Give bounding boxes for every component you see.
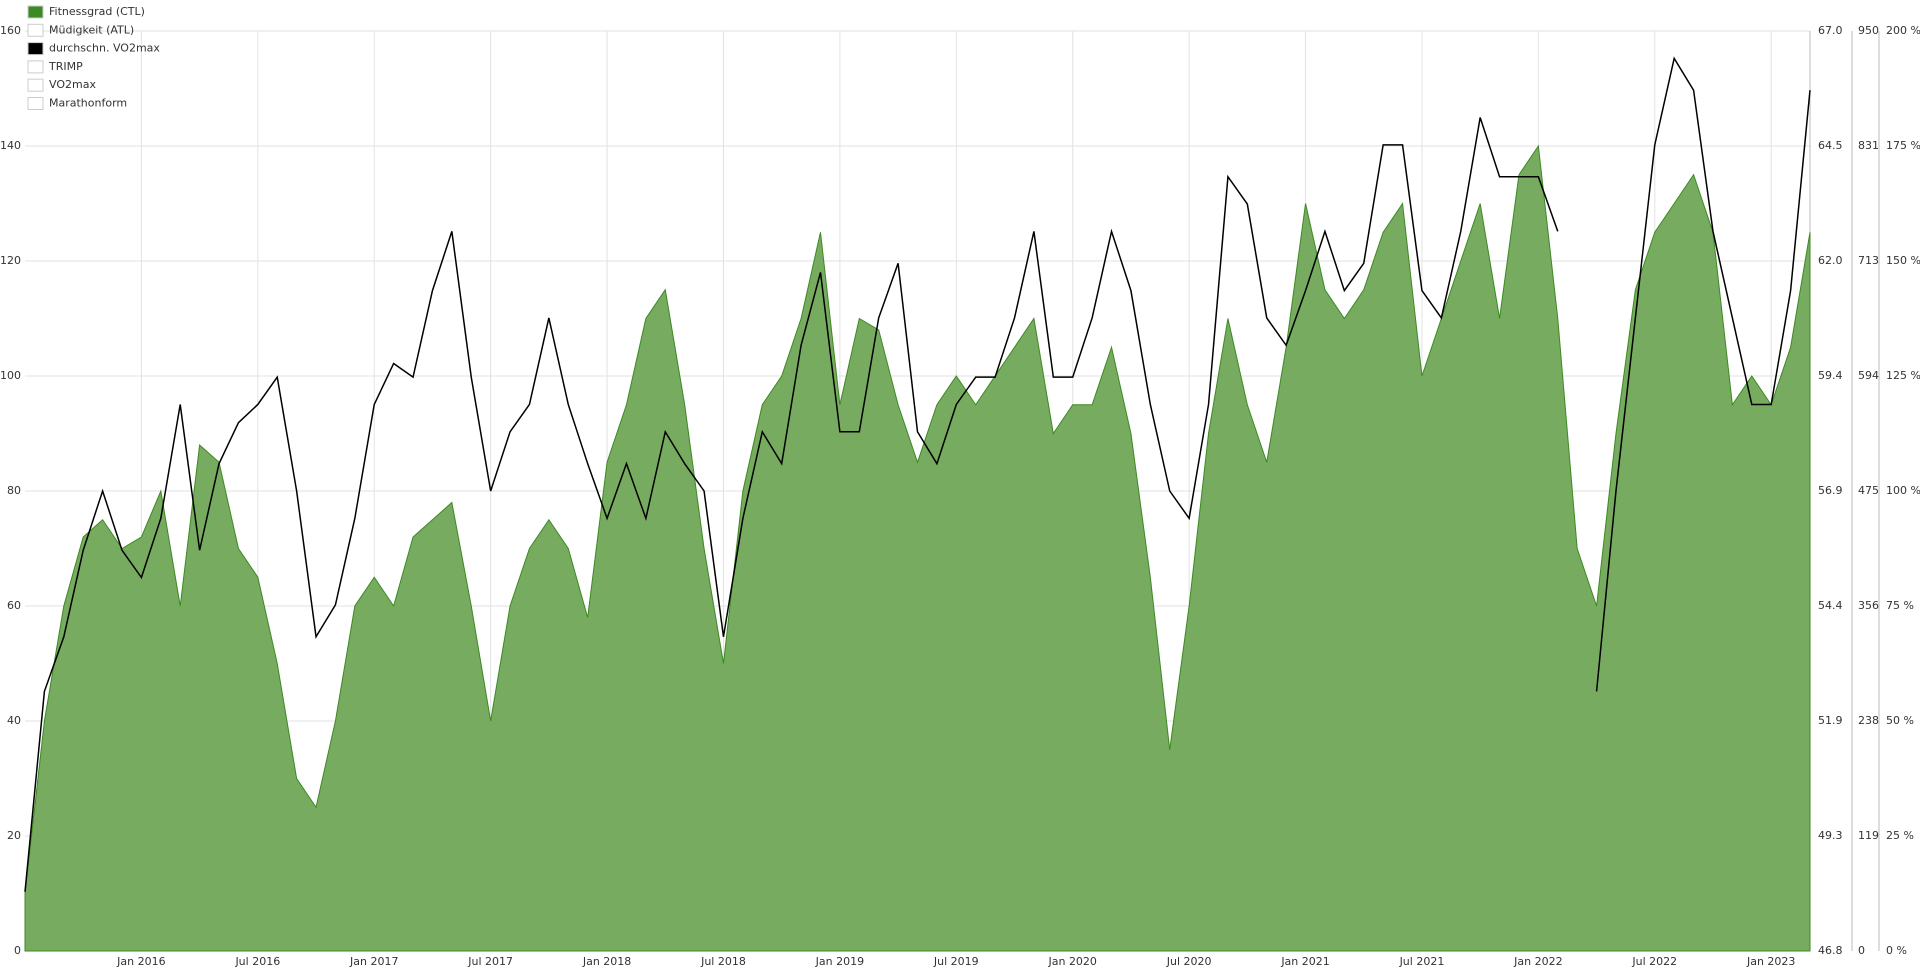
x-tick-label: Jan 2020 — [1047, 955, 1096, 968]
y3-tick-label: 356 — [1858, 599, 1879, 612]
y3-tick-label: 950 — [1858, 24, 1879, 37]
y3-tick-label: 831 — [1858, 139, 1879, 152]
y4-tick-label: 50 % — [1886, 714, 1914, 727]
y-tick-label: 40 — [7, 714, 21, 727]
y-tick-label: 60 — [7, 599, 21, 612]
legend-label[interactable]: Fitnessgrad (CTL) — [49, 5, 145, 18]
y3-tick-label: 713 — [1858, 254, 1879, 267]
x-tick-label: Jul 2022 — [1631, 955, 1677, 968]
x-tick-label: Jan 2018 — [582, 955, 631, 968]
y-tick-label: 120 — [0, 254, 21, 267]
x-tick-label: Jul 2021 — [1399, 955, 1445, 968]
legend-swatch[interactable] — [27, 60, 44, 74]
y3-tick-label: 0 — [1858, 944, 1865, 957]
y3-tick-label: 119 — [1858, 829, 1879, 842]
area — [24, 144, 1811, 952]
y2-tick-label: 67.0 — [1818, 24, 1843, 37]
y2-tick-label: 56.9 — [1818, 484, 1843, 497]
x-tick-label: Jul 2017 — [467, 955, 513, 968]
y2-tick-label: 51.9 — [1818, 714, 1843, 727]
y4-tick-label: 125 % — [1886, 369, 1920, 382]
y-tick-label: 140 — [0, 139, 21, 152]
y3-tick-label: 238 — [1858, 714, 1879, 727]
x-tick-label: Jul 2019 — [933, 955, 979, 968]
y2-tick-label: 54.4 — [1818, 599, 1843, 612]
x-tick-label: Jan 2019 — [815, 955, 864, 968]
legend-label[interactable]: Müdigkeit (ATL) — [49, 23, 134, 36]
line — [24, 117, 1559, 892]
legend-swatch[interactable] — [27, 97, 44, 110]
x-tick-label: Jan 2022 — [1513, 955, 1562, 968]
legend-swatch[interactable] — [27, 23, 44, 37]
y4-tick-label: 100 % — [1886, 484, 1920, 497]
y3-tick-label: 475 — [1858, 484, 1879, 497]
y4-tick-label: 200 % — [1886, 24, 1920, 37]
line — [1595, 56, 1811, 692]
x-tick-label: Jan 2023 — [1746, 955, 1795, 968]
x-tick-label: Jul 2020 — [1166, 955, 1212, 968]
y4-tick-label: 0 % — [1886, 944, 1907, 957]
legend-swatch[interactable] — [27, 5, 44, 19]
y4-tick-label: 175 % — [1886, 139, 1920, 152]
legend-swatch[interactable] — [27, 42, 44, 56]
y-tick-label: 80 — [7, 484, 21, 497]
y-tick-label: 100 — [0, 369, 21, 382]
y-tick-label: 0 — [14, 944, 21, 957]
y2-tick-label: 49.3 — [1818, 829, 1843, 842]
y4-tick-label: 25 % — [1886, 829, 1914, 842]
legend-swatch[interactable] — [27, 78, 44, 92]
x-tick-label: Jan 2021 — [1280, 955, 1329, 968]
y2-tick-label: 64.5 — [1818, 139, 1843, 152]
legend-label[interactable]: TRIMP — [48, 60, 83, 73]
x-tick-label: Jan 2017 — [349, 955, 398, 968]
y4-tick-label: 150 % — [1886, 254, 1920, 267]
y2-tick-label: 62.0 — [1818, 254, 1843, 267]
x-tick-label: Jul 2018 — [700, 955, 746, 968]
x-tick-label: Jan 2016 — [116, 955, 165, 968]
x-tick-label: Jul 2016 — [234, 955, 280, 968]
legend-label[interactable]: Marathonform — [49, 97, 127, 110]
y4-tick-label: 75 % — [1886, 599, 1914, 612]
y2-tick-label: 59.4 — [1818, 369, 1843, 382]
legend-label[interactable]: VO2max — [49, 78, 96, 91]
y3-tick-label: 594 — [1858, 369, 1879, 382]
y-tick-label: 160 — [0, 24, 21, 37]
y2-tick-label: 46.8 — [1818, 944, 1843, 957]
y-tick-label: 20 — [7, 829, 21, 842]
legend-label[interactable]: durchschn. VO2max — [49, 42, 160, 55]
